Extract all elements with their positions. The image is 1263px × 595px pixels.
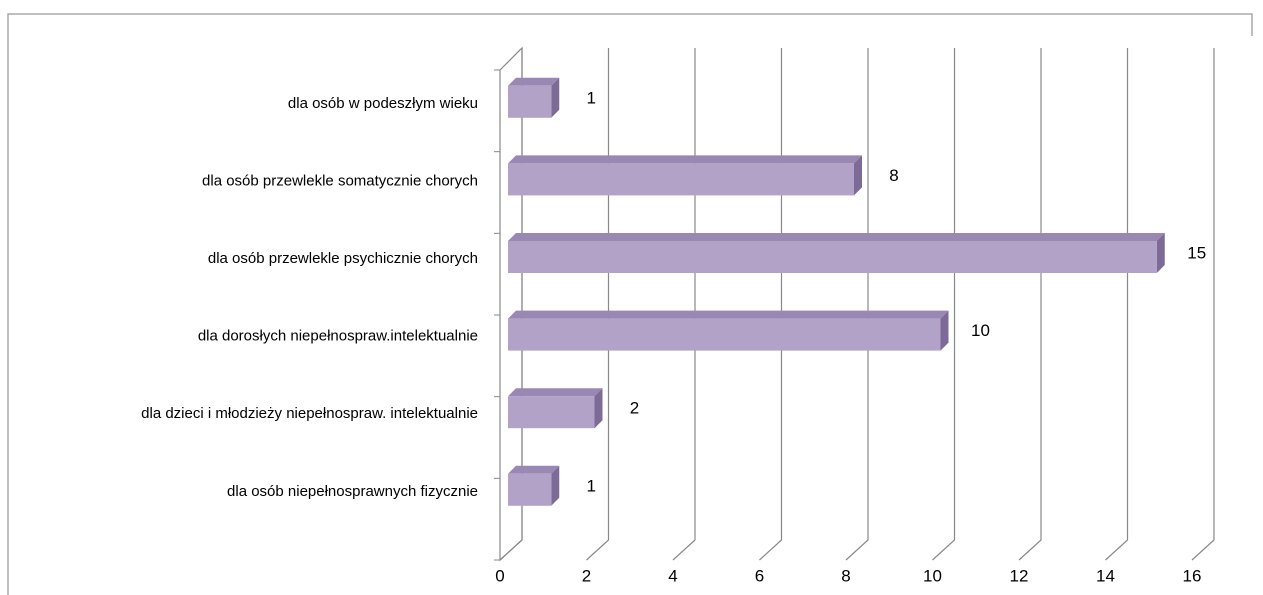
- grid-line: [932, 48, 956, 561]
- grid-line: [499, 48, 523, 561]
- grid-line: [1105, 48, 1129, 561]
- value-label: 2: [630, 399, 639, 418]
- bar-side: [551, 465, 560, 506]
- y-tick-label: dla dorosłych niepełnospraw.intelektualn…: [198, 328, 478, 345]
- value-label: 15: [1187, 243, 1206, 262]
- x-tick-label: 8: [841, 566, 850, 585]
- grid-line: [759, 48, 783, 561]
- value-label: 1: [587, 476, 596, 495]
- bar: [508, 318, 941, 351]
- bar-side: [551, 77, 560, 118]
- grid-line: [1018, 48, 1042, 561]
- x-tick-label: 6: [755, 566, 764, 585]
- chart-border: [7, 13, 1253, 595]
- value-label: 1: [587, 88, 596, 107]
- y-tick-label: dla dzieci i młodzieży niepełnospraw. in…: [141, 405, 478, 422]
- bar-top: [508, 233, 1165, 241]
- x-tick-label: 4: [668, 566, 677, 585]
- bar-top: [508, 388, 603, 397]
- y-tick-label: dla osób przewlekle somatycznie chorych: [202, 172, 478, 189]
- value-label: 8: [889, 166, 898, 185]
- bar-side: [1156, 233, 1165, 273]
- y-tick-label: dla osób niepełnosprawnych fizycznie: [227, 483, 478, 500]
- bar-side: [854, 155, 862, 196]
- x-tick-label: 16: [1183, 566, 1202, 585]
- bar-side: [940, 310, 949, 351]
- grid-line: [586, 48, 610, 561]
- y-tick-label: dla osób przewlekle psychicznie chorych: [208, 250, 478, 267]
- bar: [508, 85, 552, 118]
- value-label: 10: [971, 321, 990, 340]
- bar: [508, 473, 552, 506]
- bar-top: [508, 310, 949, 319]
- x-tick-label: 14: [1096, 566, 1115, 585]
- y-tick-label: dla osób w podeszłym wieku: [288, 95, 478, 112]
- bar: [508, 241, 1157, 273]
- bar-top: [508, 77, 560, 86]
- bar-top: [508, 155, 862, 164]
- grid-line: [1191, 48, 1215, 561]
- x-tick-label: 12: [1010, 566, 1029, 585]
- x-tick-label: 2: [582, 566, 591, 585]
- x-tick-label: 10: [923, 566, 942, 585]
- bar: [508, 163, 854, 196]
- bar: [508, 396, 595, 429]
- bar-side: [594, 388, 603, 429]
- bar-top: [508, 465, 560, 474]
- x-tick-label: 0: [495, 566, 504, 585]
- grid-line: [845, 48, 869, 561]
- grid-line: [672, 48, 696, 561]
